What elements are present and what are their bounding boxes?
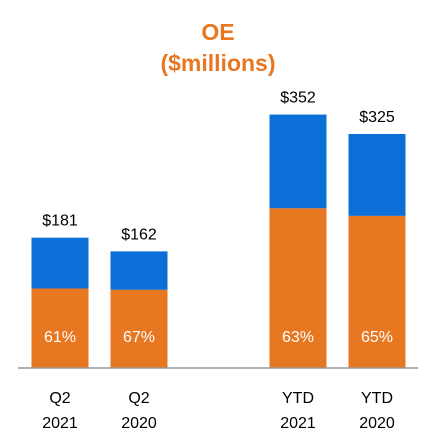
category-label-line2: 2020: [121, 415, 157, 432]
category-label-line1: YTD: [361, 390, 393, 407]
chart-subtitle: ($millions): [160, 50, 275, 76]
bar-percent-label: 61%: [44, 329, 76, 346]
bar-percent-label: 63%: [282, 329, 314, 346]
category-labels: Q2 2021 Q2 2020 YTD 2021 YTD 2020: [42, 390, 395, 432]
category-label-line1: Q2: [49, 390, 70, 407]
chart-title: OE: [201, 19, 234, 45]
bar-upper-segment: [269, 114, 327, 209]
bar-lower-segment: [31, 288, 89, 368]
bar-upper-segment: [31, 237, 89, 289]
category-label-line2: 2020: [359, 415, 395, 432]
bar-total-label: $325: [359, 109, 395, 126]
category-label-line2: 2021: [42, 415, 78, 432]
bar-percent-label: 65%: [361, 329, 393, 346]
category-label-line1: YTD: [282, 390, 314, 407]
bar-percent-label: 67%: [123, 329, 155, 346]
bar-total-label: $181: [42, 213, 78, 230]
bar-lower-segment: [269, 208, 327, 368]
category-label-line1: Q2: [128, 390, 149, 407]
bar-upper-segment: [110, 251, 168, 290]
bar-total-label: $352: [280, 90, 316, 107]
category-label-line2: 2021: [280, 415, 316, 432]
bar-upper-segment: [348, 134, 406, 216]
bar-lower-segment: [348, 215, 406, 368]
bar-total-label: $162: [121, 226, 157, 243]
bar-lower-segment: [110, 289, 168, 368]
bars-group: $181 61% $162 67% $352 63% $325 65%: [31, 90, 406, 368]
